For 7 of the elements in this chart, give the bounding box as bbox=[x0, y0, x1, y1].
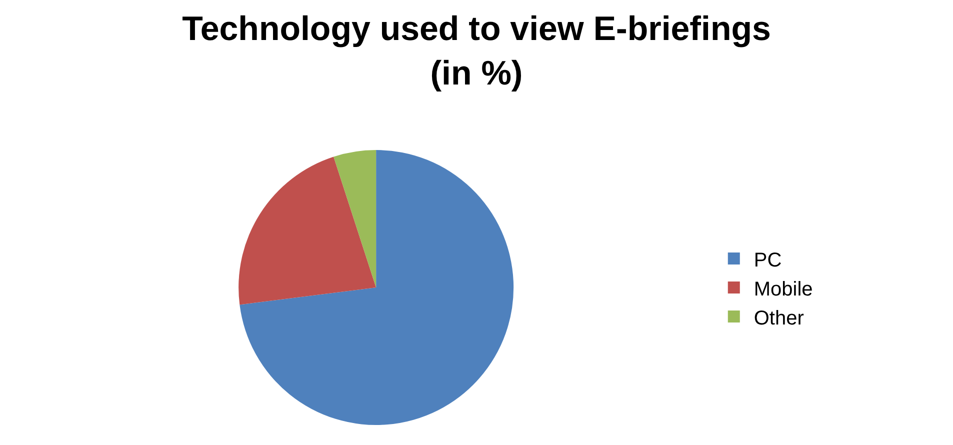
pie-slice bbox=[240, 150, 514, 425]
pie-slice bbox=[334, 150, 376, 288]
legend-label: PC bbox=[754, 249, 782, 272]
legend-label: Mobile bbox=[754, 278, 813, 300]
pie-slice bbox=[238, 156, 376, 305]
chart-title: Technology used to view E-briefings (in %) bbox=[182, 10, 771, 92]
legend-label: Other bbox=[754, 307, 804, 330]
